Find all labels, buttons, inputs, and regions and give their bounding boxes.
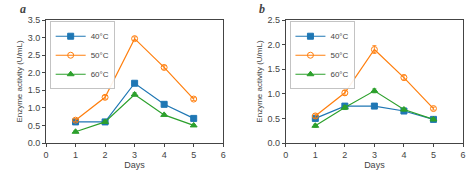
svg-text:4: 4 (162, 150, 167, 160)
svg-text:6: 6 (221, 150, 226, 160)
svg-text:2: 2 (103, 150, 108, 160)
svg-text:2.0: 2.0 (267, 40, 280, 50)
svg-text:1: 1 (73, 150, 78, 160)
svg-text:2.5: 2.5 (267, 15, 280, 25)
svg-text:50°C: 50°C (330, 51, 348, 60)
svg-text:4: 4 (401, 150, 406, 160)
svg-text:5: 5 (431, 150, 436, 160)
svg-text:60°C: 60°C (91, 70, 109, 79)
svg-text:0.0: 0.0 (28, 138, 41, 148)
svg-text:b: b (259, 2, 265, 16)
svg-text:2.5: 2.5 (28, 50, 41, 60)
svg-text:a: a (20, 2, 26, 16)
svg-text:5: 5 (191, 150, 196, 160)
svg-text:1.5: 1.5 (267, 64, 280, 74)
svg-text:3.0: 3.0 (28, 33, 41, 43)
svg-text:50°C: 50°C (91, 51, 109, 60)
svg-text:2: 2 (342, 150, 347, 160)
svg-text:Days: Days (124, 160, 145, 170)
svg-text:0.5: 0.5 (267, 114, 280, 124)
svg-text:1.5: 1.5 (28, 85, 41, 95)
svg-text:0.0: 0.0 (267, 138, 280, 148)
svg-text:Enzyme activity (U/mL): Enzyme activity (U/mL) (15, 40, 24, 123)
svg-text:3.5: 3.5 (28, 15, 41, 25)
svg-text:Enzyme activity (U/mL): Enzyme activity (U/mL) (255, 40, 264, 123)
svg-text:Days: Days (364, 160, 385, 170)
svg-text:1.0: 1.0 (28, 103, 41, 113)
svg-text:60°C: 60°C (330, 70, 348, 79)
svg-text:0: 0 (283, 150, 288, 160)
svg-text:40°C: 40°C (91, 32, 109, 41)
svg-text:6: 6 (460, 150, 465, 160)
svg-text:0.5: 0.5 (28, 121, 41, 131)
svg-text:2.0: 2.0 (28, 68, 41, 78)
svg-text:1.0: 1.0 (267, 89, 280, 99)
svg-text:3: 3 (372, 150, 377, 160)
svg-text:0: 0 (43, 150, 48, 160)
svg-text:40°C: 40°C (330, 32, 348, 41)
svg-text:3: 3 (132, 150, 137, 160)
svg-text:1: 1 (313, 150, 318, 160)
